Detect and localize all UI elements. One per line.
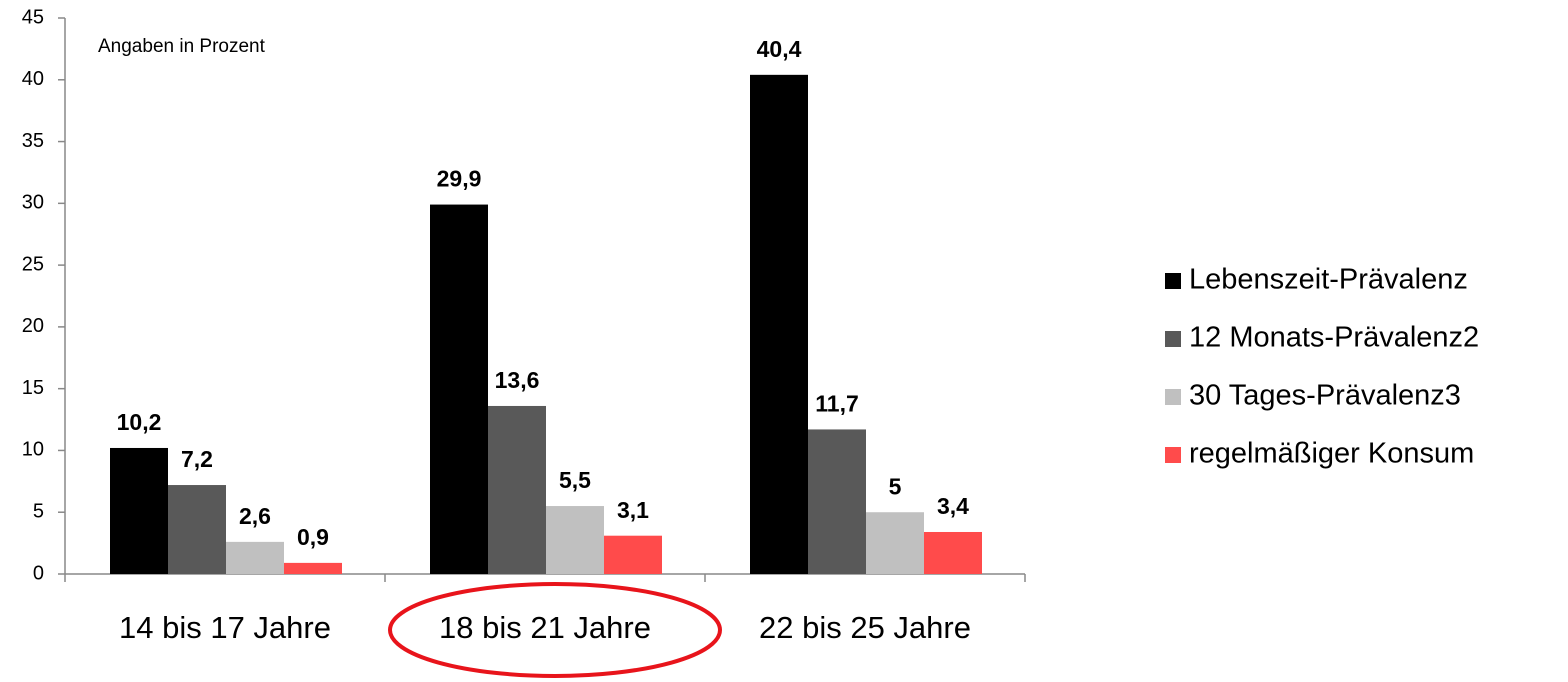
legend-label: regelmäßiger Konsum xyxy=(1189,438,1474,470)
y-tick-label: 20 xyxy=(22,315,44,337)
data-label: 0,9 xyxy=(297,524,329,550)
y-tick-label: 5 xyxy=(33,501,44,523)
bar xyxy=(284,562,342,574)
y-tick-label: 40 xyxy=(22,68,44,90)
legend-swatch xyxy=(1165,389,1181,405)
bar xyxy=(226,541,284,574)
bar xyxy=(808,429,866,574)
legend-swatch xyxy=(1165,447,1181,463)
highlight-ellipse xyxy=(388,582,722,678)
y-tick-label: 30 xyxy=(22,192,44,214)
y-tick-label: 35 xyxy=(22,130,44,152)
legend-label: 30 Tages-Prävalenz3 xyxy=(1189,380,1461,412)
bar xyxy=(604,535,662,574)
annotation: Angaben in Prozent xyxy=(98,36,266,57)
y-tick-label: 0 xyxy=(33,562,44,584)
x-tick-label: 14 bis 17 Jahre xyxy=(119,610,331,645)
bar xyxy=(430,204,488,574)
y-tick-label: 25 xyxy=(22,253,44,275)
bar xyxy=(168,485,226,574)
y-tick-label: 10 xyxy=(22,439,44,461)
data-label: 11,7 xyxy=(815,391,859,417)
bar xyxy=(924,531,982,574)
bar xyxy=(750,74,808,574)
x-tick-label: 22 bis 25 Jahre xyxy=(759,610,971,645)
data-label: 13,6 xyxy=(495,367,540,393)
data-label: 7,2 xyxy=(181,446,213,472)
legend-swatch xyxy=(1165,273,1181,289)
y-tick-label: 45 xyxy=(22,6,44,28)
y-tick-label: 15 xyxy=(22,377,44,399)
data-label: 10,2 xyxy=(117,409,162,435)
legend-label: Lebenszeit-Prävalenz xyxy=(1189,264,1468,296)
data-label: 3,4 xyxy=(937,493,969,519)
bar xyxy=(866,512,924,574)
x-tick-label: 18 bis 21 Jahre xyxy=(439,610,651,645)
bar xyxy=(488,405,546,574)
data-label: 2,6 xyxy=(239,503,271,529)
data-label: 29,9 xyxy=(437,166,482,192)
data-label: 5 xyxy=(889,473,902,499)
legend-swatch xyxy=(1165,331,1181,347)
bar xyxy=(110,447,168,574)
data-label: 5,5 xyxy=(559,467,591,493)
data-label: 3,1 xyxy=(617,497,649,523)
legend-label: 12 Monats-Prävalenz2 xyxy=(1189,322,1479,354)
data-label: 40,4 xyxy=(757,36,802,62)
bar xyxy=(546,506,604,574)
